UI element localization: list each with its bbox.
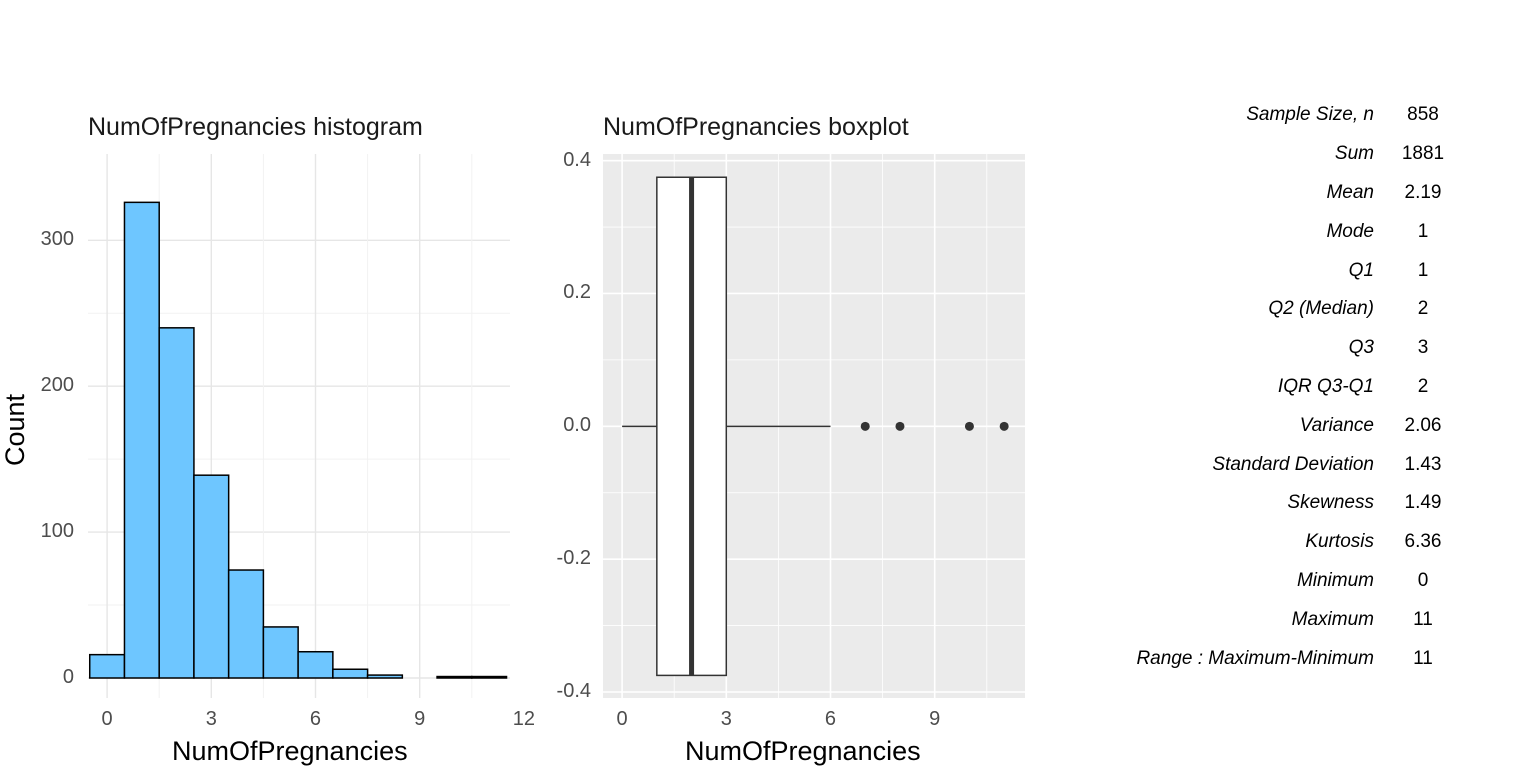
stats-label: Range : Maximum-Minimum [1136,647,1374,669]
boxplot-x-axis-label: NumOfPregnancies [685,736,921,766]
boxplot-x-tick-label: 9 [929,708,941,730]
stats-label: Kurtosis [1305,531,1374,553]
boxplot-x-tick-label: 3 [720,708,732,730]
stats-row: Q3 3 [1080,329,1462,368]
histogram-bar [227,569,265,679]
stats-row: IQR Q3-Q1 2 [1080,368,1462,407]
stats-value: 2.06 [1404,414,1442,436]
histogram-bar [88,653,126,679]
stats-value: 0 [1417,569,1429,591]
stats-label: Minimum [1296,569,1374,591]
stats-value: 6.36 [1404,531,1442,553]
histogram-y-tick-label: 0 [62,666,74,688]
stats-label: IQR Q3-Q1 [1277,375,1374,397]
stats-row: Kurtosis 6.36 [1080,523,1462,562]
boxplot-outlier-point [964,421,974,431]
boxplot-y-tick-label: 0.2 [563,281,591,304]
stats-value: 1.49 [1404,492,1442,514]
stats-row: Sample Size, n 858 [1080,96,1462,135]
boxplot-outlier-point [895,421,905,431]
histogram-bar [332,668,369,679]
histogram-bar [436,675,473,679]
stats-value: 858 [1407,104,1439,126]
histogram-bar [366,674,404,679]
stats-label: Mean [1326,181,1374,203]
boxplot-x-tick-label: 0 [616,708,628,730]
histogram-y-tick-label: 200 [40,374,74,397]
stats-row: Q1 1 [1080,251,1462,290]
stats-row: Q2 (Median) 2 [1080,290,1462,329]
boxplot-outlier-point [999,421,1009,431]
histogram-x-tick-label: 6 [309,708,322,730]
stats-value: 3 [1417,337,1429,359]
summary-statistics-table: Sample Size, n 858 Sum 1881 Mean 2.19 Mode 1 Q1 1… [1080,96,1462,678]
stats-label: Q1 [1348,259,1374,281]
boxplot-y-tick-label: 0.4 [563,148,591,171]
stats-label: Skewness [1287,492,1374,514]
stats-value: 1881 [1401,143,1445,165]
histogram-y-tick-label: 300 [40,228,74,251]
histogram-plot [88,154,510,698]
stats-label: Mode [1326,220,1374,242]
stats-label: Sum [1334,143,1374,165]
stats-value: 1.43 [1404,453,1442,475]
stats-label: Variance [1299,414,1374,436]
stats-label: Standard Deviation [1212,453,1374,475]
histogram-bar [297,650,334,679]
histogram-bar [193,474,230,679]
boxplot-y-tick-label: 0.0 [563,414,591,437]
stats-row: Variance 2.06 [1080,406,1462,445]
boxplot-plot [603,154,1025,698]
histogram-bar [158,327,195,679]
stats-value: 1 [1417,259,1429,281]
histogram-y-tick-label: 100 [40,520,74,543]
stats-value: 2 [1417,375,1429,397]
histogram-title: NumOfPregnancies histogram [88,113,423,141]
stats-value: 11 [1413,608,1433,630]
stats-label: Sample Size, n [1246,104,1374,126]
histogram-bar [262,626,299,679]
boxplot-outlier-point [860,421,870,431]
boxplot-y-tick-label: -0.2 [556,547,591,570]
boxplot-y-tick-label: -0.4 [556,680,591,702]
boxplot-x-tick-label: 6 [824,708,837,730]
histogram-x-tick-label: 3 [205,708,217,730]
stats-value: 11 [1413,647,1433,669]
stats-row: Sum 1881 [1080,135,1462,174]
histogram-x-tick-label: 12 [512,708,536,730]
stats-label: Maximum [1291,608,1374,630]
histogram-y-axis-label: Count [0,393,30,466]
stats-row: Standard Deviation 1.43 [1080,445,1462,484]
histogram-bar [123,201,160,679]
stats-value: 2.19 [1404,181,1442,203]
stats-row: Minimum 0 [1080,562,1462,601]
stats-label: Q2 (Median) [1268,298,1374,320]
histogram-x-tick-label: 0 [101,708,113,730]
stats-value: 1 [1417,220,1429,242]
stats-row: Mean 2.19 [1080,174,1462,213]
histogram-bar [471,675,508,679]
histogram-x-tick-label: 9 [414,708,426,730]
stats-row: Range : Maximum-Minimum 11 [1080,639,1462,678]
stats-row: Skewness 1.49 [1080,484,1462,523]
histogram-x-axis-label: NumOfPregnancies [172,736,408,766]
stats-label: Q3 [1348,337,1374,359]
stats-row: Mode 1 [1080,212,1462,251]
stats-value: 2 [1417,298,1429,320]
stats-row: Maximum 11 [1080,600,1462,639]
boxplot-title: NumOfPregnancies boxplot [603,113,909,141]
